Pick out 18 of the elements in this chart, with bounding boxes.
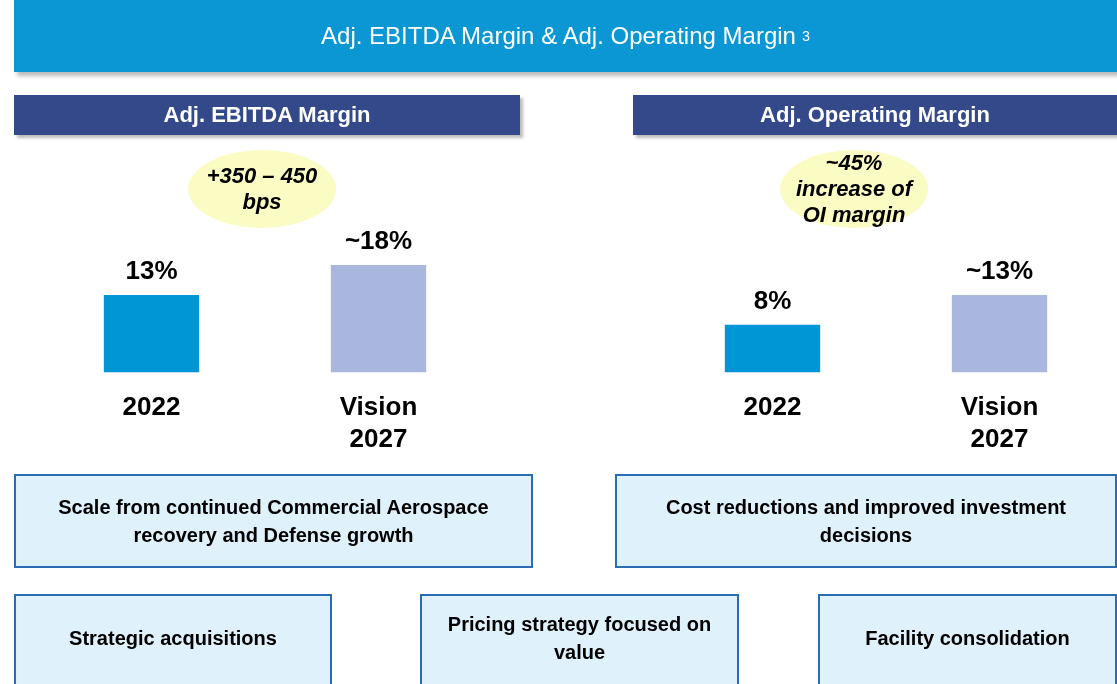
chart-title: Adj. EBITDA Margin: [14, 95, 520, 135]
text: Facility consolidation: [818, 594, 1117, 684]
text: Scale from continued Commercial Aerospace recovery and Defense growth: [14, 474, 533, 568]
x-tick-label: Vision 2027: [960, 391, 1039, 453]
text: Adj. EBITDA Margin & Adj. Operating Margin $^{3}$: [14, 0, 1117, 72]
callout-bubble: ~45% increase of OI margin: [780, 150, 928, 228]
x-tick-label: 2022: [743, 391, 802, 422]
callout-bubble: +350 – 450 bps: [188, 150, 336, 228]
data-label: 8%: [753, 284, 792, 315]
data-label: 13%: [125, 255, 178, 286]
text: Pricing strategy focused on value: [420, 594, 739, 684]
chart-title: Adj. Operating Margin: [633, 95, 1117, 135]
x-tick-label: 2022: [122, 391, 181, 422]
text: Strategic acquisitions: [14, 594, 332, 684]
text: Cost reductions and improved investment decisions: [615, 474, 1117, 568]
data-label: ~18%: [344, 225, 413, 256]
x-tick-label: Vision 2027: [339, 391, 418, 453]
data-label: ~13%: [965, 255, 1034, 286]
